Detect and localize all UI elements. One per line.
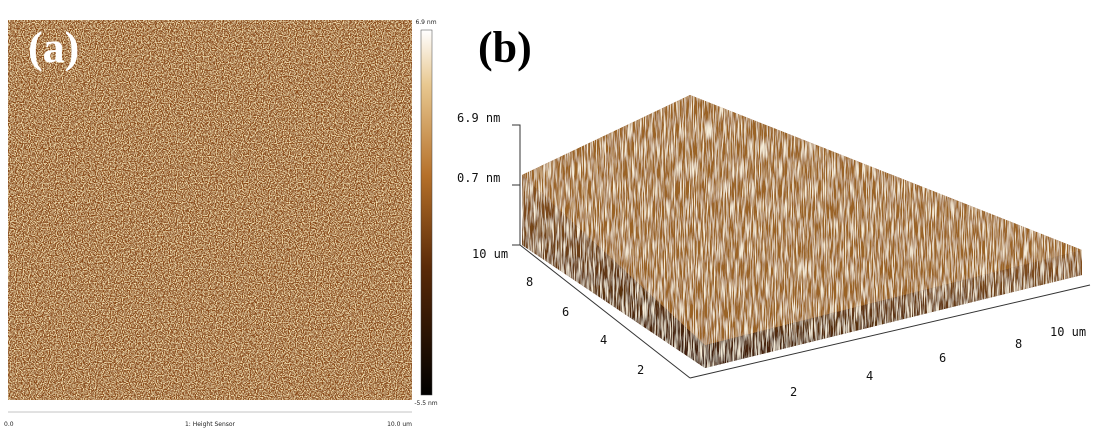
surface-3d [522, 95, 1082, 368]
surface-side [705, 250, 1082, 368]
y-tick-label: 4 [600, 333, 607, 347]
z-tick-label: 6.9 nm [457, 111, 500, 125]
panel-label: (b) [478, 23, 532, 72]
x-tick-label: 4 [866, 369, 873, 383]
surface-side [522, 175, 705, 368]
y-tick-label: 8 [526, 275, 533, 289]
panel-label: (a) [28, 23, 79, 72]
axis-end: 10.0 um [387, 421, 412, 428]
y-tick-label: 2 [637, 363, 644, 377]
colorbar-min: -5.5 nm [414, 400, 437, 407]
x-tick-label: 6 [939, 351, 946, 365]
axes-3d [512, 124, 1091, 379]
afm-image [8, 20, 412, 400]
y-tick-label: 6 [562, 305, 569, 319]
colorbar-max: 6.9 nm [415, 19, 436, 26]
axis-title: 1: Height Sensor [185, 421, 236, 428]
surface-top [522, 95, 1082, 345]
colorbar [420, 29, 433, 396]
z-tick-label: 0.7 nm [457, 171, 500, 185]
x-tick-label: 8 [1015, 337, 1022, 351]
x-tick-label: 10 um [1050, 325, 1086, 339]
y-tick-label: 10 um [472, 247, 508, 261]
axis-start: 0.0 [4, 421, 14, 428]
x-tick-label: 2 [790, 385, 797, 399]
